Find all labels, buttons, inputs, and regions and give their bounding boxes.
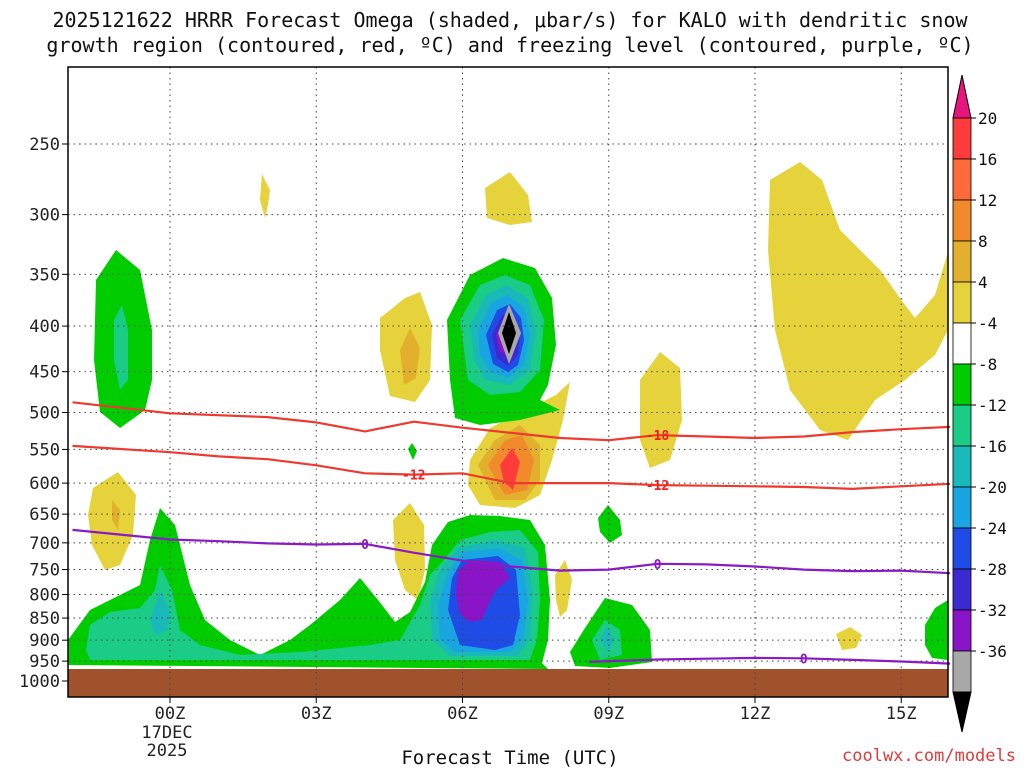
omega-region-gold <box>112 500 120 530</box>
colorbar-band <box>952 240 972 283</box>
omega-region-black <box>502 312 516 354</box>
x-tick-date-label: 17DEC <box>141 723 192 743</box>
y-tick-label: 250 <box>29 135 60 155</box>
contour-label-dgz_minus12: -12 <box>646 479 669 494</box>
colorbar-tick-label: 8 <box>978 232 988 251</box>
omega-shading <box>68 162 948 669</box>
omega-region-purple <box>456 560 510 622</box>
omega-region-red <box>500 448 520 490</box>
y-tick-label: 750 <box>29 561 60 581</box>
colorbar-band <box>952 281 972 324</box>
contour-lines: -18 -12 -12 0 0 0 <box>72 401 951 667</box>
colorbar-band <box>952 609 972 652</box>
colorbar-band <box>952 527 972 570</box>
colorbar-tick-label: -36 <box>978 642 1007 661</box>
omega-region-yellow <box>768 162 948 440</box>
omega-region-cyan <box>600 626 614 652</box>
colorbar-tick-label: -28 <box>978 560 1007 579</box>
contour-dgz_minus12 <box>72 444 951 490</box>
y-tick-label: 850 <box>29 609 60 629</box>
y-tick-label: 800 <box>29 586 60 606</box>
contour-label-freezing_level: 0 <box>361 538 369 553</box>
y-tick-label: 400 <box>29 317 60 337</box>
y-tick-label: 300 <box>29 206 60 226</box>
x-tick-label: 09Z <box>593 704 624 724</box>
y-tick-label: 600 <box>29 474 60 494</box>
omega-region-yellow <box>640 352 682 468</box>
ground-band <box>68 669 948 697</box>
x-axis-title: Forecast Time (UTC) <box>401 747 618 768</box>
contour-label-dgz_minus18: -18 <box>646 429 670 444</box>
colorbar-tick-label: -8 <box>978 355 997 374</box>
x-tick-label: 12Z <box>740 704 771 724</box>
colorbar-bottom-arrow <box>952 691 972 733</box>
plot-frame <box>67 66 949 698</box>
y-axis-ticks: 2503003504004505005506006507007508008509… <box>19 135 68 692</box>
colorbar-tick-label: -4 <box>978 314 997 333</box>
omega-region-yellow <box>555 560 572 617</box>
colorbar-tick-label: -12 <box>978 396 1007 415</box>
omega-region-cyan <box>150 590 170 635</box>
chart-title-line-2: growth region (contoured, red, ºC) and f… <box>46 33 973 57</box>
y-tick-label: 450 <box>29 363 60 383</box>
colorbar-tick-label: -32 <box>978 601 1007 620</box>
colorbar: 20 16 12 8 4 -4 -8 -12 -16 -20 -24 -28 -32 -36 <box>952 74 1007 733</box>
colorbar-band <box>952 199 972 242</box>
colorbar-tick-label: -24 <box>978 519 1007 538</box>
contour-label-freezing_level: 0 <box>654 558 662 573</box>
contour-dgz_minus18 <box>72 401 951 442</box>
y-tick-label: 700 <box>29 534 60 554</box>
chart-title-line-1: 2025121622 HRRR Forecast Omega (shaded, … <box>52 8 968 32</box>
colorbar-tick-label: -20 <box>978 478 1007 497</box>
contour-freezing_level_low <box>589 656 951 665</box>
colorbar-top-arrow <box>952 74 972 119</box>
omega-region-yellow <box>260 174 270 218</box>
colorbar-band <box>952 568 972 611</box>
omega-region-yellow <box>836 627 862 650</box>
y-tick-label: 650 <box>29 505 60 525</box>
colorbar-band <box>952 363 972 406</box>
y-tick-label: 900 <box>29 631 60 651</box>
colorbar-band <box>952 650 972 693</box>
colorbar-band <box>952 117 972 160</box>
omega-region-yellow <box>485 172 532 225</box>
x-tick-label: 15Z <box>886 704 917 724</box>
credit-text: coolwx.com/models <box>842 746 1016 766</box>
colorbar-tick-label: -16 <box>978 437 1007 456</box>
x-tick-label: 03Z <box>301 704 332 724</box>
colorbar-band <box>952 445 972 488</box>
omega-region-teal <box>86 530 540 660</box>
omega-region-orange <box>400 328 420 385</box>
colorbar-tick-label: 4 <box>978 273 988 292</box>
colorbar-tick-label: 16 <box>978 150 997 169</box>
y-tick-label: 350 <box>29 265 60 285</box>
colorbar-band <box>952 404 972 447</box>
colorbar-band <box>952 322 972 365</box>
x-tick-label: 00Z <box>155 704 186 724</box>
colorbar-tick-label: 12 <box>978 191 997 210</box>
colorbar-band <box>952 158 972 201</box>
contour-label-freezing_level_low: 0 <box>800 652 808 667</box>
colorbar-band <box>952 486 972 529</box>
x-tick-label: 06Z <box>447 704 478 724</box>
y-tick-label: 1000 <box>19 672 60 692</box>
omega-region-yellow <box>88 472 136 570</box>
contour-label-dgz_minus12: -12 <box>402 469 425 484</box>
omega-region-green <box>925 600 948 660</box>
contour-freezing_level <box>72 528 951 575</box>
colorbar-tick-label: 20 <box>978 109 997 128</box>
omega-region-green <box>598 505 622 543</box>
x-tick-date-label: 2025 <box>147 741 188 761</box>
y-tick-label: 500 <box>29 404 60 424</box>
y-tick-label: 550 <box>29 440 60 460</box>
y-tick-label: 950 <box>29 652 60 672</box>
omega-region-green <box>408 443 417 460</box>
